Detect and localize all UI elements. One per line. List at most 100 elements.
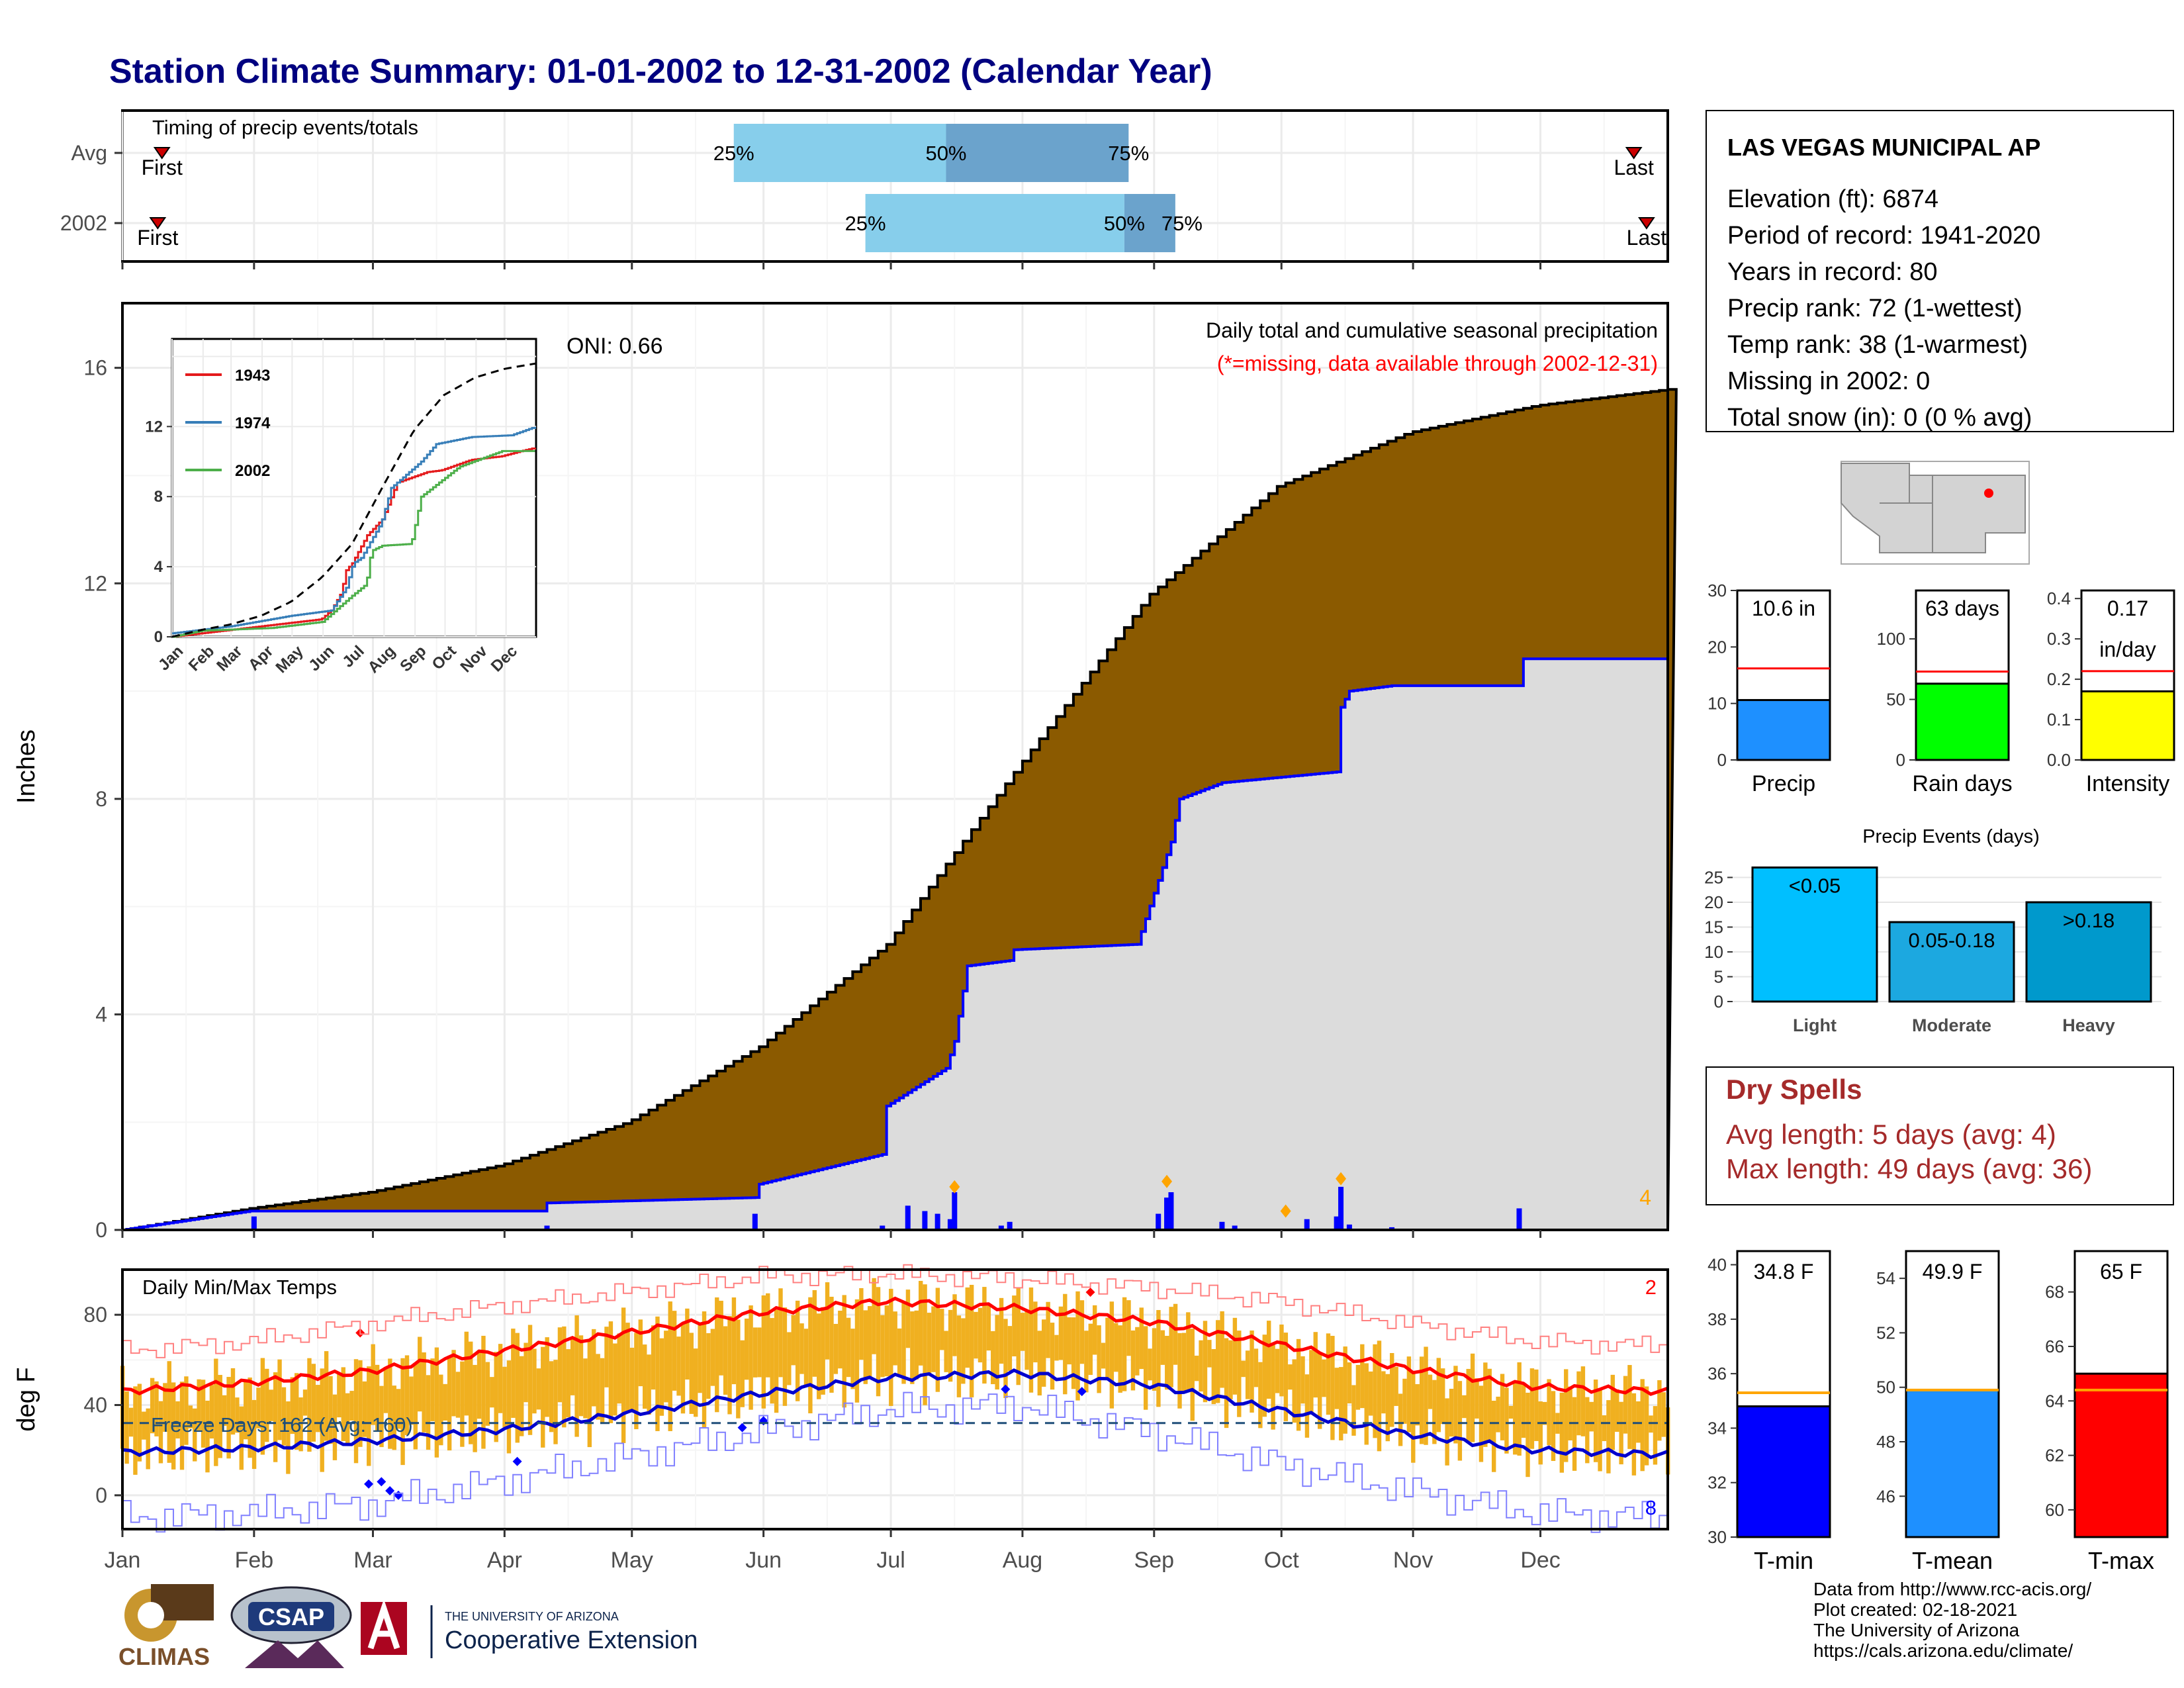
month-label: Aug [1003,1548,1043,1573]
daily-temp-bar [494,1352,498,1442]
events-bar-label: 0.05-0.18 [1909,929,1995,952]
timing-first-label: First [137,226,178,250]
timing-panel: First Last 25% 50% 75% First Last 25% 50% 75% Tim… [60,109,1669,269]
daily-temp-bar [1122,1297,1127,1391]
temp-y-tick-label: 80 [83,1303,107,1327]
ua-line2: Cooperative Extension [445,1626,698,1654]
daily-temp-bar [1436,1358,1441,1432]
mini-tick-label: 0.2 [2047,669,2071,689]
record-max-line [122,1264,1668,1358]
daily-temp-bar [744,1318,749,1380]
daily-precip-bar [1346,1224,1352,1230]
daily-temp-bar [1007,1326,1013,1372]
daily-temp-bar [1373,1344,1377,1438]
daily-temp-bar [541,1346,545,1448]
daily-temp-bar [1457,1381,1463,1461]
climas-wordmark: CLIMAS [118,1643,210,1670]
daily-temp-bar [332,1394,338,1460]
daily-temp-bar [782,1307,788,1406]
daily-temp-bar [1636,1401,1641,1443]
daily-temp-bar [1580,1366,1586,1436]
inset-average-line [171,362,537,638]
month-label: Nov [1393,1548,1433,1573]
precip-events-title: Precip Events (days) [1862,826,2040,847]
heavy-event-marker [949,1180,960,1194]
events-bar-label: <0.05 [1789,874,1841,898]
daily-temp-bar [404,1355,410,1435]
daily-temp-bar [727,1316,732,1415]
temperature-summary-bars: 34.8 F T-min 30 32 34 36 38 40 49.9 F T-mean 46 48 5… [1707,1250,2169,1574]
daily-temp-bar [562,1326,567,1428]
daily-temp-bar [685,1308,690,1380]
daily-temp-bar [1644,1386,1649,1466]
daily-temp-bar [1619,1401,1623,1465]
average-min-line [122,1368,1668,1460]
timing-first-marker [149,217,167,230]
daily-temp-bar [1551,1391,1556,1461]
csap-wordmark: CSAP [258,1603,324,1630]
daily-temp-bar [532,1348,537,1414]
inset-legend: 1943 1974 2002 [185,367,271,480]
daily-temp-bar [1160,1330,1165,1365]
daily-temp-bar [952,1294,957,1356]
daily-precip-bar [1168,1192,1174,1230]
daily-temp-bar [1300,1356,1305,1404]
daily-temp-bar [629,1347,635,1412]
temp-summary-t-max: 65 F T-max 60 62 64 66 68 [2045,1250,2169,1574]
daily-temp-bar [290,1377,295,1434]
daily-temp-bar [664,1331,668,1403]
daily-temp-bar [1368,1371,1373,1416]
daily-temp-bar [842,1295,846,1408]
daily-temp-bar [702,1311,707,1428]
daily-temp-bar [1067,1317,1071,1365]
daily-temp-bar [557,1327,563,1403]
precip-y-tick-label: 0 [95,1218,107,1242]
events-bar-heavy [2025,901,2152,1003]
daily-temp-bar [485,1362,490,1426]
daily-temp-bar [698,1323,702,1393]
daily-temp-bar [1576,1371,1581,1436]
dry-spells-box: Dry Spells Avg length: 5 days (avg: 4) M… [1706,1066,2174,1205]
events-tick-label: 15 [1704,917,1723,937]
daily-temp-bar [710,1329,715,1386]
mini-category-label: Rain days [1912,771,2012,796]
daily-precip-bar [1334,1216,1340,1230]
daily-temp-bar [383,1367,388,1413]
timing-bar-q50-q75 [946,124,1129,182]
daily-temp-bar [1190,1329,1195,1421]
daily-temp-bar [757,1327,762,1378]
daily-temp-bar [1126,1300,1131,1356]
page-title: Station Climate Summary: 01-01-2002 to 1… [109,52,1212,91]
daily-precip-bar [544,1225,550,1230]
mini-chart-precip: 10.6 in Precip 0 10 20 30 [1707,581,1831,796]
daily-temp-bar [358,1360,363,1447]
daily-temp-bar [1304,1374,1310,1438]
precip-panel: 0 4 8 12 16 Inches Daily total and cumulativ… [13,302,1678,1242]
inset-legend-label: 2002 [235,462,270,480]
daily-temp-bar [1334,1368,1340,1409]
temp-category-label: T-max [2088,1547,2154,1574]
events-bar-moderate [1888,921,2015,1003]
mini-tick-label: 10 [1707,694,1727,714]
daily-temp-bar [680,1324,686,1414]
daily-temp-bar [239,1406,244,1470]
daily-temp-bar [1020,1313,1025,1351]
daily-temp-bar [251,1399,257,1470]
csap-mountains [245,1640,344,1668]
daily-temp-bar [1623,1376,1628,1434]
mini-chart-intensity: 0.17 in/day Intensity 0.0 0.1 0.2 0.3 0.4 [2047,588,2175,796]
month-axis: Jan Feb Mar Apr May Jun Jul Aug Sep Oct Nov Dec [105,1529,1561,1573]
daily-temp-bar [829,1296,834,1393]
daily-temp-bar [1466,1368,1471,1442]
daily-temp-bar [1483,1362,1488,1447]
timing-q25-label: 25% [713,142,754,165]
daily-temp-bar [1428,1374,1433,1409]
temp-value-bar [2073,1372,2169,1538]
daily-temp-bar [1003,1319,1008,1398]
daily-temp-bar [307,1358,312,1452]
temp-tick-label: 36 [1707,1364,1727,1383]
daily-temp-bar [1079,1300,1085,1364]
daily-temp-bar [927,1313,932,1376]
daily-temp-bar [1326,1333,1331,1415]
daily-precip-bars [251,1172,1522,1230]
